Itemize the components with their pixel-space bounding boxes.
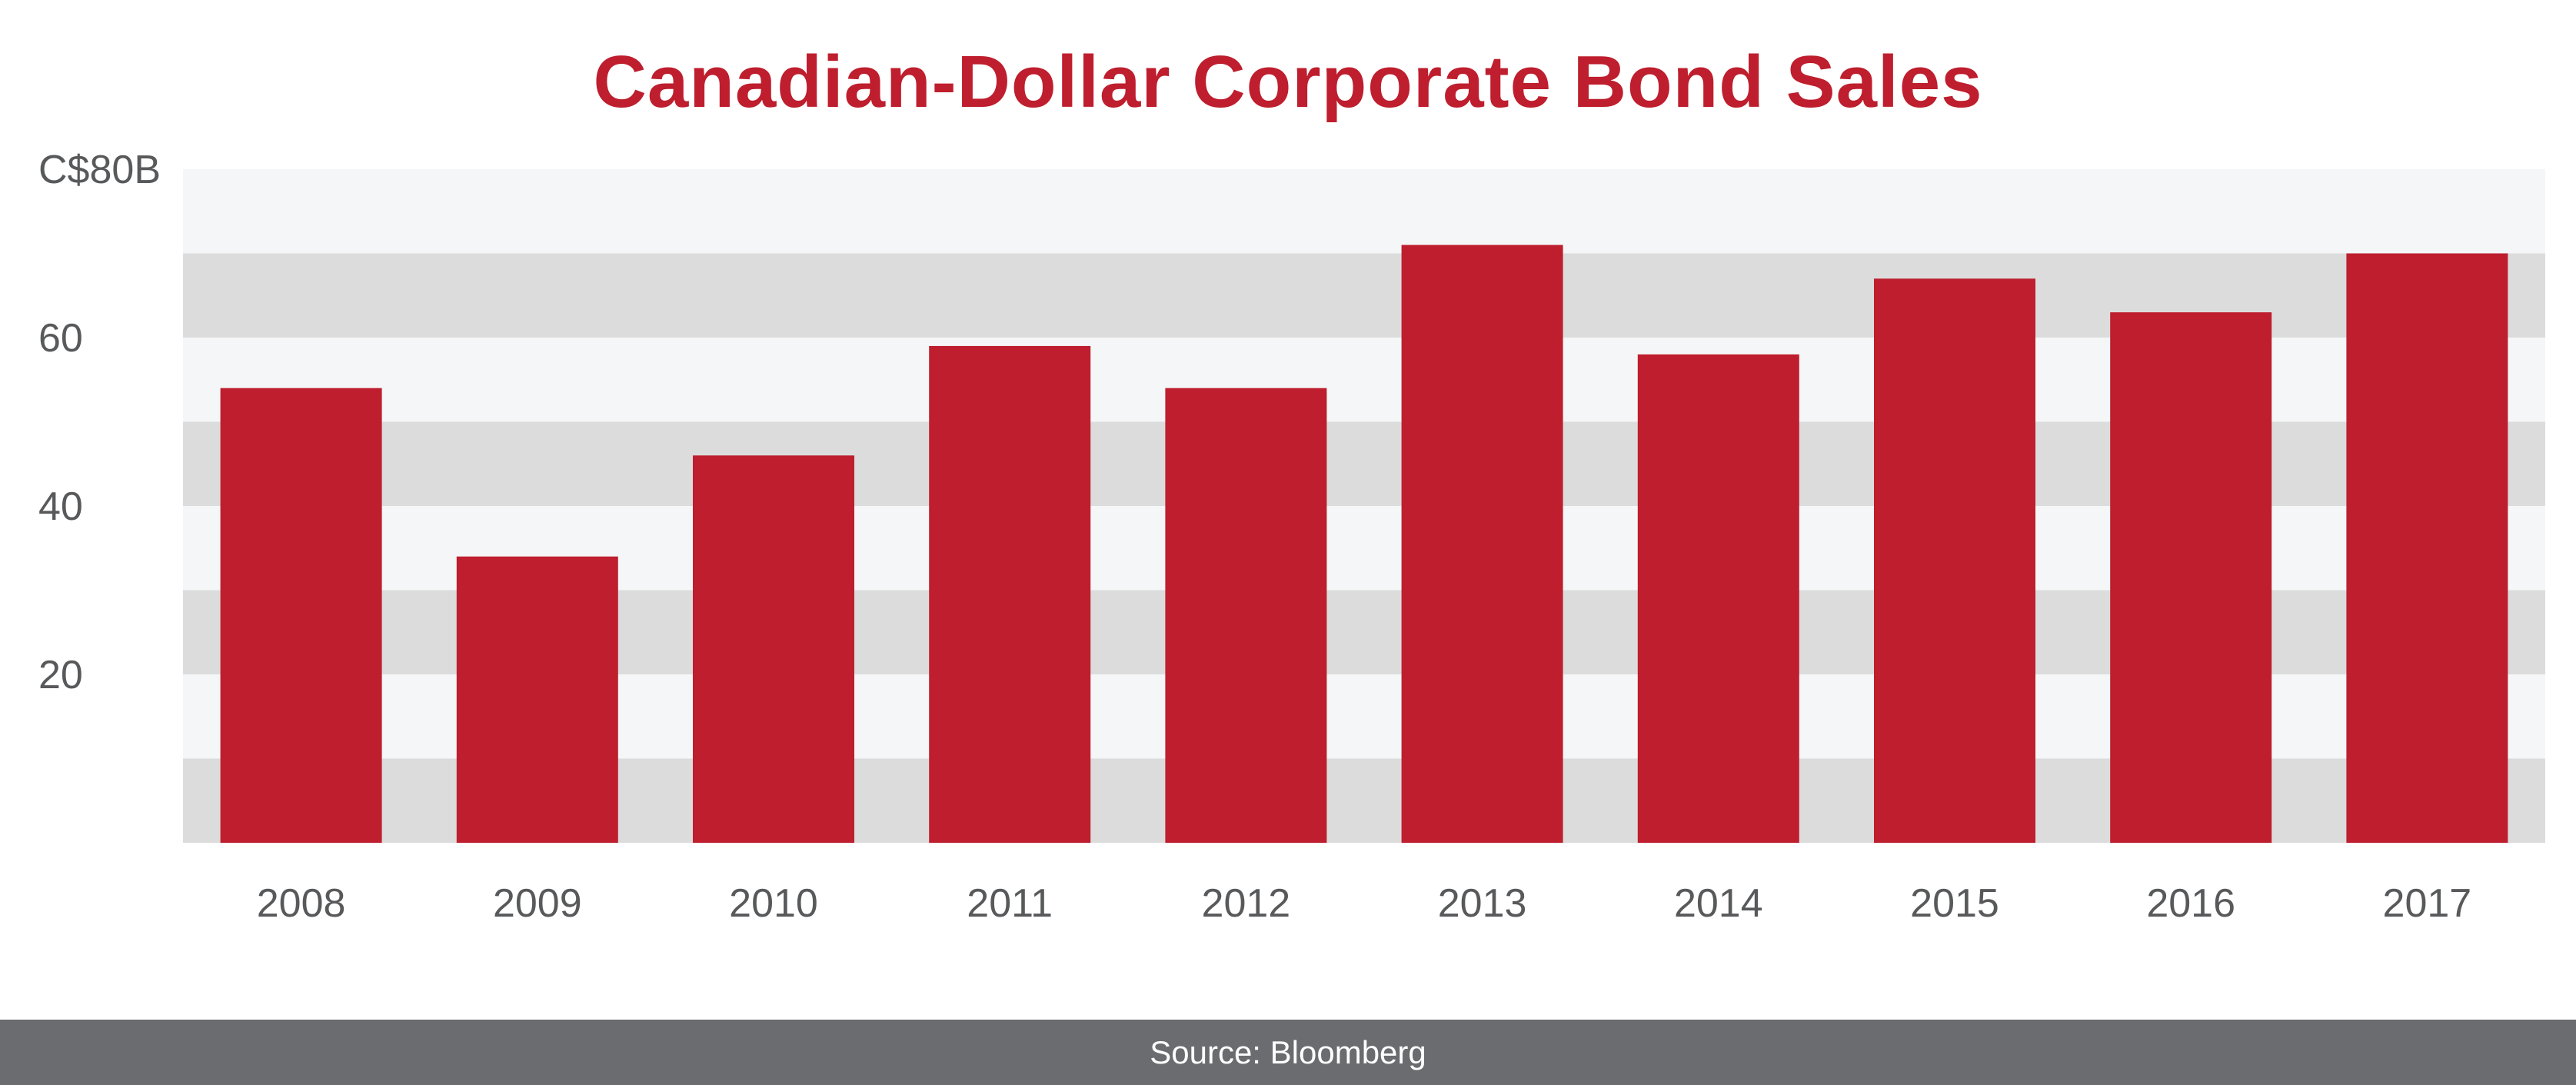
x-tick-label: 2016 bbox=[2146, 881, 2235, 926]
bar-2012 bbox=[1165, 388, 1327, 843]
y-tick-label: 20 bbox=[38, 653, 83, 697]
bar-2009 bbox=[456, 556, 618, 843]
source-label: Source: Bloomberg bbox=[1150, 1033, 1426, 1070]
chart-title: Canadian-Dollar Corporate Bond Sales bbox=[593, 41, 1983, 123]
bar-2010 bbox=[693, 455, 854, 843]
bar-2008 bbox=[220, 388, 382, 843]
y-axis-tick-labels: 20 40 60 C$80B bbox=[38, 148, 161, 697]
bar-2014 bbox=[1637, 354, 1799, 843]
bar-2016 bbox=[2110, 312, 2272, 843]
bar-2015 bbox=[1874, 278, 2035, 844]
source-footer: Source: Bloomberg bbox=[0, 1020, 2576, 1085]
x-tick-label: 2012 bbox=[1202, 881, 1291, 926]
x-tick-label: 2009 bbox=[493, 881, 582, 926]
x-tick-label: 2017 bbox=[2383, 881, 2472, 926]
x-tick-label: 2010 bbox=[729, 881, 818, 926]
x-axis-tick-labels: 2008 2009 2010 2011 2012 2013 2014 2015 2016 2017 bbox=[257, 881, 2471, 926]
y-tick-label: 60 bbox=[38, 316, 83, 361]
x-tick-label: 2011 bbox=[967, 881, 1053, 926]
bar-series bbox=[220, 245, 2508, 844]
x-tick-label: 2013 bbox=[1438, 881, 1527, 926]
y-tick-label: 40 bbox=[38, 484, 83, 529]
bar-2013 bbox=[1401, 245, 1563, 843]
grid-band bbox=[183, 169, 2545, 254]
x-tick-label: 2014 bbox=[1674, 881, 1763, 926]
bar-2017 bbox=[2346, 253, 2508, 843]
x-tick-label: 2008 bbox=[257, 881, 346, 926]
bar-2011 bbox=[929, 345, 1091, 843]
y-tick-label: C$80B bbox=[38, 148, 161, 192]
bar-chart: 20 40 60 C$80B 2008 2009 2010 2011 2012 2013 2014… bbox=[38, 148, 2545, 926]
x-tick-label: 2015 bbox=[1910, 881, 1999, 926]
